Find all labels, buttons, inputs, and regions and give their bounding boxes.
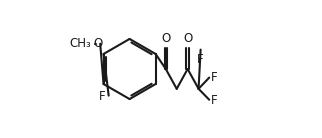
Text: O: O [93,37,103,50]
Text: F: F [211,71,217,84]
Text: F: F [99,90,106,103]
Text: O: O [183,32,192,45]
Text: F: F [197,53,204,66]
Text: O: O [161,32,170,45]
Text: CH₃: CH₃ [69,37,91,50]
Text: F: F [211,94,217,107]
